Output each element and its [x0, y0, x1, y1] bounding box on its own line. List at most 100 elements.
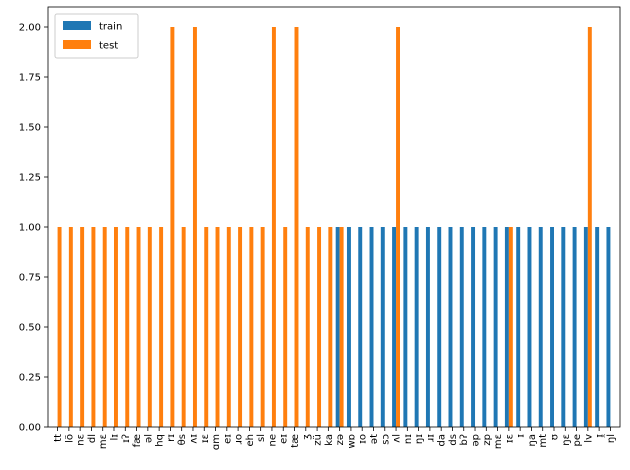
bar-test-18 [260, 227, 265, 427]
x-tick-label: dl [87, 434, 98, 443]
x-tick-label: eɪ [222, 434, 233, 444]
bars [57, 27, 611, 427]
bar-test-5 [114, 227, 118, 427]
legend-label-train: train [99, 22, 122, 33]
x-tick-label: ŋa [527, 434, 538, 446]
bar-train-46 [572, 227, 577, 427]
x-tick-label: sl [256, 434, 267, 442]
bar-train-37 [471, 227, 476, 427]
bar-test-25 [339, 227, 344, 427]
legend: train test [54, 13, 139, 59]
bar-train-42 [527, 227, 532, 427]
bar-test-4 [102, 227, 107, 427]
bar-train-30 [392, 227, 397, 427]
bar-train-28 [369, 227, 374, 427]
x-tick-label: ŋɛ [561, 434, 572, 446]
bar-test-10 [170, 27, 175, 427]
legend-label-test: test [99, 41, 118, 52]
x-tick-label: zü [313, 434, 324, 446]
x-tick-label: ka [324, 434, 335, 446]
y-tick-label: 0.75 [19, 273, 41, 284]
x-axis: tt lö nɛ dl mɛ lɪ ɪʔ fæ ǝl hq rɪ θs ʌɪ ɪɛ ɑm eɪ ɹo eh sl ne… [53, 427, 617, 450]
bar-test-7 [136, 227, 141, 427]
bar-test-15 [226, 227, 231, 427]
x-tick-label: lɪ [110, 434, 121, 441]
y-tick-label: 1.25 [19, 173, 41, 184]
bar-train-49 [606, 227, 611, 427]
x-tick-label: ɪɛ [504, 434, 515, 443]
bar-test-9 [159, 227, 164, 427]
x-tick-label: ʌl [392, 434, 403, 443]
y-tick-label: 0.50 [19, 323, 41, 334]
bar-test-19 [271, 27, 276, 427]
x-tick-label: nɛ [76, 434, 87, 446]
x-tick-label: mɛ [98, 434, 109, 449]
bar-test-3 [91, 227, 96, 427]
bar-test-1 [68, 227, 73, 427]
x-tick-label: ɪɛ [200, 434, 211, 443]
x-tick-label: ɪo [358, 434, 369, 444]
x-tick-label: ǝl [143, 434, 154, 443]
x-tick-label: ǝt [369, 434, 380, 444]
bar-test-47 [587, 27, 592, 427]
x-tick-label: zp [482, 434, 493, 446]
x-tick-label: eɪ [279, 434, 290, 444]
x-tick-label: ɹɪ [425, 434, 436, 442]
bar-test-22 [305, 227, 310, 427]
x-tick-label: ʊ [550, 434, 561, 440]
x-tick-label: ŋɪ [414, 434, 425, 444]
x-tick-label: sɔ [380, 434, 391, 445]
x-tick-label: rɪ [166, 434, 177, 442]
y-axis: 0.00 0.25 0.50 0.75 1.00 1.25 1.50 1.75 2.00 [19, 23, 48, 434]
y-tick-label: 0.25 [19, 373, 41, 384]
bar-test-11 [181, 227, 186, 427]
x-tick-label: mɛ [493, 434, 504, 449]
bar-test-30 [396, 27, 400, 427]
x-tick-label: bʔ [459, 434, 470, 445]
x-tick-label: zǝ [335, 434, 346, 445]
x-tick-label: ɪ [516, 434, 527, 438]
bar-train-34 [437, 227, 442, 427]
bar-train-32 [414, 227, 419, 427]
bar-test-16 [238, 227, 243, 427]
y-tick-label: 1.50 [19, 123, 41, 134]
legend-swatch-test [63, 40, 91, 49]
bar-test-13 [204, 227, 209, 427]
bar-train-33 [425, 227, 430, 427]
bar-test-17 [249, 227, 254, 427]
y-tick-label: 1.00 [19, 223, 41, 234]
x-tick-label: ŋl [606, 434, 617, 443]
x-tick-label: lö [64, 434, 75, 443]
bar-test-20 [283, 227, 288, 427]
legend-box [54, 13, 139, 59]
bar-train-26 [346, 227, 351, 427]
x-tick-label: ɹo [234, 434, 245, 444]
bar-train-29 [380, 227, 385, 427]
x-tick-label: nɪ [403, 434, 414, 444]
bar-train-39 [493, 227, 498, 427]
x-tick-label: θs [177, 434, 188, 445]
bar-train-36 [459, 227, 464, 427]
y-tick-label: 2.00 [19, 23, 41, 34]
x-tick-label: fæ [132, 434, 143, 448]
bar-test-6 [125, 227, 130, 427]
bar-test-8 [147, 227, 152, 427]
bar-train-43 [538, 227, 543, 427]
x-tick-label: da [437, 434, 448, 446]
bar-test-14 [215, 227, 220, 427]
x-tick-label: ne [267, 434, 278, 447]
bar-train-35 [448, 227, 453, 427]
x-tick-label: tt [53, 434, 64, 442]
bar-train-40 [504, 227, 509, 427]
x-tick-label: wɒ [346, 434, 357, 449]
plot-frame [47, 6, 621, 428]
x-tick-label: ʒ [301, 434, 312, 440]
bar-test-12 [192, 27, 197, 427]
bar-test-40 [508, 227, 513, 427]
x-tick-label: ds [448, 434, 459, 446]
y-tick-label: 0.00 [19, 423, 41, 434]
x-tick-label: ǝp [471, 434, 482, 447]
y-tick-label: 1.75 [19, 73, 41, 84]
x-tick-label: ɪʔ [121, 434, 132, 443]
x-tick-label: ɪ̯ [595, 434, 606, 439]
